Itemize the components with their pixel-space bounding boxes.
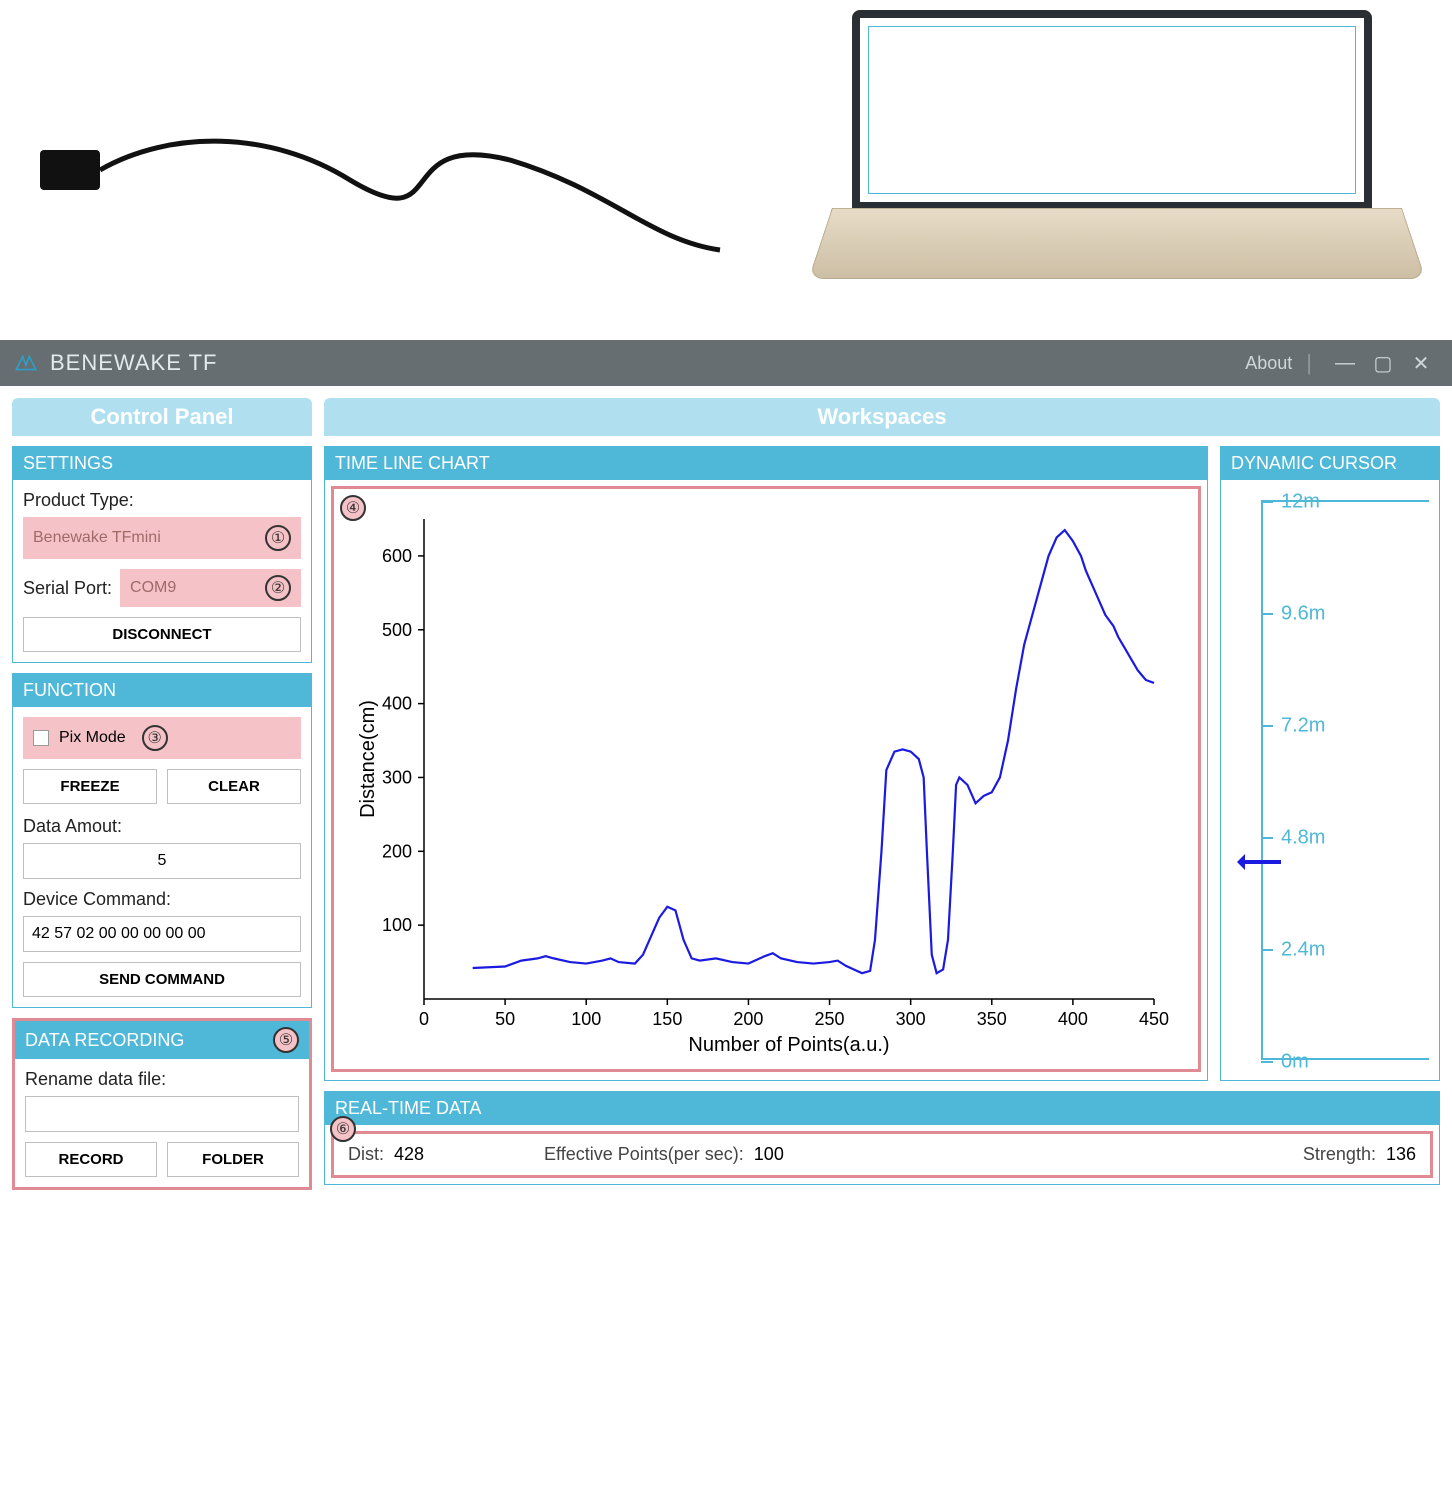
- data-recording-header-label: DATA RECORDING: [25, 1030, 184, 1051]
- device-command-label: Device Command:: [23, 889, 301, 910]
- settings-header-label: SETTINGS: [23, 453, 113, 474]
- minimize-button[interactable]: —: [1332, 352, 1358, 375]
- device-command-input[interactable]: [23, 916, 301, 952]
- strength-label: Strength:: [1303, 1144, 1376, 1165]
- product-type-label: Product Type:: [23, 490, 301, 511]
- timeline-chart-header: TIME LINE CHART: [325, 447, 1207, 480]
- data-recording-header: DATA RECORDING ⑤: [15, 1021, 309, 1059]
- usb-cable: [90, 120, 730, 300]
- settings-header: SETTINGS: [13, 447, 311, 480]
- pix-mode-row[interactable]: Pix Mode ③: [23, 717, 301, 759]
- svg-text:450: 450: [1139, 1009, 1169, 1029]
- app-title: BENEWAKE TF: [50, 350, 1245, 376]
- serial-port-select[interactable]: COM9 ②: [120, 569, 301, 607]
- timeline-chart-panel: TIME LINE CHART ④ 0 50 100 150 200 250 300 350 4…: [324, 446, 1208, 1081]
- clear-button[interactable]: CLEAR: [167, 769, 301, 804]
- timeline-chart-svg: 0 50 100 150 200 250 300 350 400 450 100 200 300 400 5…: [340, 499, 1188, 1059]
- callout-two-icon: ②: [265, 575, 291, 601]
- timeline-chart-header-label: TIME LINE CHART: [335, 453, 490, 474]
- laptop: [832, 10, 1392, 310]
- serial-port-value: COM9: [130, 579, 176, 597]
- app-window: BENEWAKE TF About | — ▢ ✕ Control Panel …: [0, 340, 1452, 1202]
- svg-text:200: 200: [382, 841, 412, 861]
- control-panel-tab[interactable]: Control Panel: [12, 398, 312, 436]
- svg-text:250: 250: [815, 1009, 845, 1029]
- realtime-body: ⑥ Dist:428 Effective Points(per sec):100…: [331, 1131, 1433, 1178]
- svg-text:600: 600: [382, 546, 412, 566]
- epps-label: Effective Points(per sec):: [544, 1144, 744, 1165]
- function-header: FUNCTION: [13, 674, 311, 707]
- realtime-panel: REAL-TIME DATA ⑥ Dist: 428 Effective Poin…: [324, 1091, 1440, 1185]
- timeline-chart-area: ④ 0 50 100 150 200 250 300 350 400 450 100 200 300 40…: [331, 486, 1201, 1072]
- rename-file-label: Rename data file:: [25, 1069, 299, 1090]
- epps-value: 100: [754, 1144, 784, 1165]
- realtime-header-label: REAL-TIME DATA: [335, 1098, 481, 1119]
- callout-five-icon: ⑤: [273, 1027, 299, 1053]
- function-header-label: FUNCTION: [23, 680, 116, 701]
- maximize-button[interactable]: ▢: [1370, 351, 1396, 376]
- data-amount-input[interactable]: [23, 843, 301, 879]
- svg-text:Distance(cm): Distance(cm): [357, 700, 379, 818]
- pix-mode-checkbox[interactable]: [33, 730, 49, 746]
- svg-text:100: 100: [382, 915, 412, 935]
- workspaces-tab[interactable]: Workspaces: [324, 398, 1440, 436]
- svg-text:100: 100: [571, 1009, 601, 1029]
- svg-text:350: 350: [977, 1009, 1007, 1029]
- titlebar-separator: |: [1306, 350, 1312, 376]
- freeze-button[interactable]: FREEZE: [23, 769, 157, 804]
- record-button[interactable]: RECORD: [25, 1142, 157, 1177]
- callout-four-icon: ④: [340, 495, 366, 521]
- realtime-header: REAL-TIME DATA: [325, 1092, 1439, 1125]
- strength-value: 136: [1386, 1144, 1416, 1165]
- hardware-photo: [0, 0, 1452, 340]
- data-recording-panel: DATA RECORDING ⑤ Rename data file: RECOR…: [12, 1018, 312, 1190]
- data-amount-label: Data Amout:: [23, 816, 301, 837]
- svg-text:150: 150: [652, 1009, 682, 1029]
- product-type-select[interactable]: Benewake TFmini ①: [23, 517, 301, 559]
- callout-one-icon: ①: [265, 525, 291, 551]
- dynamic-cursor-panel: DYNAMIC CURSOR 12m9.6m7.2m4.8m2.4m0m: [1220, 446, 1440, 1081]
- svg-text:300: 300: [382, 767, 412, 787]
- product-type-value: Benewake TFmini: [33, 529, 161, 547]
- function-panel: FUNCTION Pix Mode ③ FREEZE CLEAR Data Am…: [12, 673, 312, 1008]
- callout-three-icon: ③: [142, 725, 168, 751]
- settings-panel: SETTINGS Product Type: Benewake TFmini ①…: [12, 446, 312, 663]
- send-command-button[interactable]: SEND COMMAND: [23, 962, 301, 997]
- svg-text:500: 500: [382, 620, 412, 640]
- svg-text:400: 400: [1058, 1009, 1088, 1029]
- close-button[interactable]: ✕: [1408, 351, 1434, 376]
- titlebar: BENEWAKE TF About | — ▢ ✕: [0, 340, 1452, 386]
- dynamic-cursor-header-label: DYNAMIC CURSOR: [1231, 453, 1397, 474]
- callout-six-icon: ⑥: [330, 1116, 356, 1142]
- app-logo-icon: [12, 349, 40, 377]
- dynamic-cursor-scale: 12m9.6m7.2m4.8m2.4m0m: [1261, 500, 1429, 1060]
- disconnect-button[interactable]: DISCONNECT: [23, 617, 301, 652]
- svg-text:0: 0: [419, 1009, 429, 1029]
- folder-button[interactable]: FOLDER: [167, 1142, 299, 1177]
- svg-text:Number of Points(a.u.): Number of Points(a.u.): [688, 1034, 889, 1056]
- serial-port-label: Serial Port:: [23, 578, 112, 599]
- dist-value: 428: [394, 1144, 424, 1165]
- about-link[interactable]: About: [1245, 353, 1292, 374]
- rename-file-input[interactable]: [25, 1096, 299, 1132]
- pix-mode-label: Pix Mode: [59, 729, 126, 747]
- svg-text:50: 50: [495, 1009, 515, 1029]
- svg-text:300: 300: [896, 1009, 926, 1029]
- dist-label: Dist:: [348, 1144, 384, 1165]
- dynamic-cursor-header: DYNAMIC CURSOR: [1221, 447, 1439, 480]
- svg-text:200: 200: [733, 1009, 763, 1029]
- svg-text:400: 400: [382, 694, 412, 714]
